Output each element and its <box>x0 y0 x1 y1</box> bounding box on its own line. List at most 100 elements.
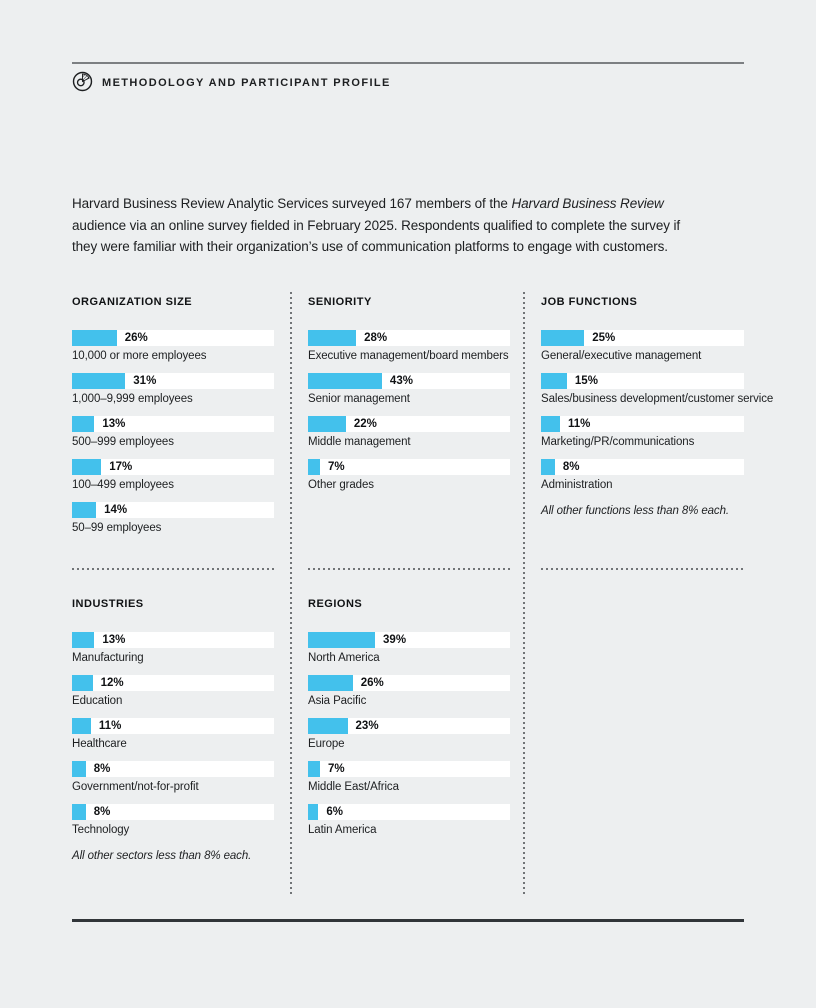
bar-percent-label: 7% <box>328 763 345 775</box>
bar-percent-label: 31% <box>133 375 157 387</box>
intro-line1: Harvard Business Review Analytic Service… <box>72 196 512 211</box>
bar-fill <box>541 416 560 432</box>
bar-fill <box>308 761 321 777</box>
bar-group: 7% Other grades <box>308 459 510 492</box>
bar-fill <box>308 718 348 734</box>
bar-fill <box>72 675 93 691</box>
bar-fill <box>308 632 376 648</box>
bar-list: 26% 10,000 or more employees 31% 1,000–9,99… <box>72 330 274 535</box>
bar-category-label: General/executive management <box>541 350 702 362</box>
bar-fill <box>308 675 353 691</box>
intro-publication-name: Harvard Business Review <box>511 196 664 211</box>
intro-line2: audience via an online survey fielded in… <box>72 217 681 233</box>
chart-section-seniority: SENIORITY 28% Executive management/board … <box>308 290 510 502</box>
bar-fill <box>308 804 319 820</box>
bar-track: 8% <box>72 804 274 820</box>
bar-group: 14% 50–99 employees <box>72 502 274 535</box>
bar-fill <box>72 459 102 475</box>
bar-list: 28% Executive management/board members 43%… <box>308 330 510 492</box>
bar-category-label: 10,000 or more employees <box>72 350 207 362</box>
bar-group: 26% 10,000 or more employees <box>72 330 274 363</box>
bar-track: 11% <box>72 718 274 734</box>
dotted-separator-vertical <box>290 292 292 895</box>
bar-category-label: Administration <box>541 479 613 491</box>
bar-track: 15% <box>541 373 744 389</box>
bar-fill <box>72 416 95 432</box>
bar-group: 12% Education <box>72 675 274 708</box>
bar-track: 13% <box>72 416 274 432</box>
bar-category-label: Senior management <box>308 393 410 405</box>
page-header: METHODOLOGY AND PARTICIPANT PROFILE <box>72 71 391 92</box>
bar-percent-label: 14% <box>104 504 128 516</box>
bar-group: 11% Marketing/PR/communications <box>541 416 744 449</box>
bar-fill <box>72 632 95 648</box>
bar-track: 26% <box>72 330 274 346</box>
pie-chart-icon <box>72 71 93 92</box>
bar-group: 22% Middle management <box>308 416 510 449</box>
bar-percent-label: 43% <box>389 375 413 387</box>
bar-percent-label: 15% <box>574 375 598 387</box>
bar-list: 39% North America 26% Asia Pacific 23% Europe… <box>308 632 510 837</box>
section-title: JOB FUNCTIONS <box>541 296 638 308</box>
bar-group: 8% Technology <box>72 804 274 837</box>
bar-percent-label: 11% <box>568 418 591 430</box>
bar-category-label: Marketing/PR/communications <box>541 436 695 448</box>
bar-percent-label: 26% <box>124 332 148 344</box>
page-title: METHODOLOGY AND PARTICIPANT PROFILE <box>102 76 391 89</box>
bar-category-label: Middle East/Africa <box>308 781 399 793</box>
bar-percent-label: 8% <box>562 461 580 473</box>
bar-category-label: 50–99 employees <box>72 522 162 534</box>
bar-track: 17% <box>72 459 274 475</box>
bar-percent-label: 26% <box>360 677 384 689</box>
section-note: All other sectors less than 8% each. <box>72 850 252 862</box>
bar-track: 8% <box>541 459 744 475</box>
bar-fill <box>72 761 86 777</box>
bar-category-label: Technology <box>72 824 130 836</box>
section-title: ORGANIZATION SIZE <box>72 296 193 308</box>
top-rule <box>72 62 744 64</box>
bar-category-label: Education <box>72 695 123 707</box>
bar-category-label: Healthcare <box>72 738 127 750</box>
bar-group: 15% Sales/business development/customer s… <box>541 373 774 406</box>
bar-percent-label: 28% <box>364 332 388 344</box>
bar-track: 8% <box>72 761 274 777</box>
bar-percent-label: 6% <box>326 806 343 818</box>
bar-track: 43% <box>308 373 510 389</box>
dotted-separator-horizontal <box>541 568 744 570</box>
bar-category-label: Other grades <box>308 479 374 491</box>
bar-category-label: Sales/business development/customer serv… <box>541 393 774 405</box>
bar-category-label: 500–999 employees <box>72 436 174 448</box>
bar-track: 12% <box>72 675 274 691</box>
bar-fill <box>308 373 382 389</box>
bottom-rule <box>72 919 744 922</box>
bar-track: 7% <box>308 761 510 777</box>
section-note: All other functions less than 8% each. <box>541 505 729 517</box>
bar-percent-label: 8% <box>93 806 111 818</box>
bar-track: 14% <box>72 502 274 518</box>
bar-category-label: 100–499 employees <box>72 479 174 491</box>
bar-category-label: Manufacturing <box>72 652 144 664</box>
bar-percent-label: 11% <box>98 720 122 732</box>
dotted-separator-vertical <box>523 292 525 895</box>
bar-percent-label: 17% <box>109 461 133 473</box>
bar-category-label: North America <box>308 652 380 664</box>
bar-group: 8% Administration <box>541 459 744 492</box>
bar-fill <box>308 416 346 432</box>
bar-category-label: Executive management/board members <box>308 350 509 362</box>
bar-track: 6% <box>308 804 510 820</box>
bar-fill <box>541 459 555 475</box>
chart-section-regions: REGIONS 39% North America 26% Asia Pacific 2… <box>308 592 510 847</box>
bar-group: 13% Manufacturing <box>72 632 274 665</box>
bar-fill <box>308 459 321 475</box>
bar-track: 28% <box>308 330 510 346</box>
chart-section-organization-size: ORGANIZATION SIZE 26% 10,000 or more empl… <box>72 290 274 545</box>
bar-group: 8% Government/not-for-profit <box>72 761 274 794</box>
bar-fill <box>72 330 117 346</box>
bar-list: 25% General/executive management 15% Sales/… <box>541 330 774 492</box>
bar-track: 11% <box>541 416 744 432</box>
bar-fill <box>72 804 86 820</box>
bar-fill <box>72 373 126 389</box>
bar-track: 25% <box>541 330 744 346</box>
bar-group: 13% 500–999 employees <box>72 416 274 449</box>
bar-percent-label: 13% <box>102 418 126 430</box>
